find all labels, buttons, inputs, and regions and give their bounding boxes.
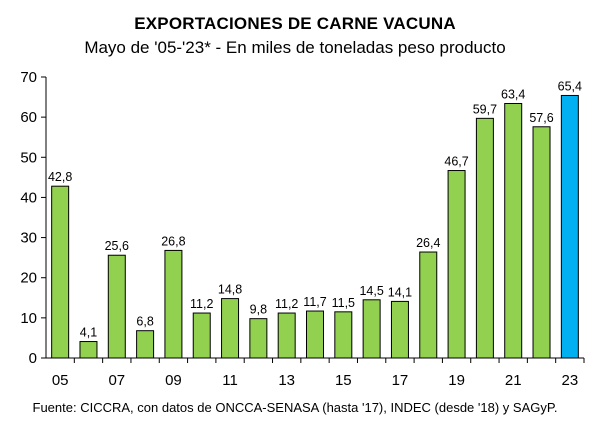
chart-subtitle: Mayo de '05-'23* - En miles de toneladas… <box>84 38 506 57</box>
bar <box>475 117 494 359</box>
x-tick-label: 17 <box>392 372 409 389</box>
y-tick-label: 60 <box>20 109 37 126</box>
bar <box>136 330 155 359</box>
bar <box>334 311 353 359</box>
data-label: 65,4 <box>558 79 582 93</box>
data-label: 14,1 <box>388 285 412 299</box>
x-tick-label: 07 <box>108 372 125 389</box>
bar <box>532 126 551 359</box>
x-tick-label: 05 <box>52 372 69 389</box>
y-tick-label: 20 <box>20 270 37 287</box>
data-label: 25,6 <box>105 239 129 253</box>
bar <box>164 249 183 359</box>
data-label: 11,5 <box>332 296 355 310</box>
y-tick-label: 70 <box>20 69 37 86</box>
data-label: 14,8 <box>218 283 242 297</box>
y-tick-label: 0 <box>29 350 37 367</box>
bar <box>192 312 211 359</box>
bar <box>447 170 466 359</box>
y-tick-label: 30 <box>20 230 37 247</box>
source-note: Fuente: CICCRA, con datos de ONCCA-SENAS… <box>32 400 558 415</box>
x-tick-label: 13 <box>278 372 295 389</box>
data-label: 26,4 <box>416 236 440 250</box>
bar <box>362 299 381 359</box>
data-label: 11,2 <box>190 297 213 311</box>
y-tick-label: 40 <box>20 189 37 206</box>
x-tick-label: 15 <box>335 372 352 389</box>
data-label: 57,6 <box>529 111 553 125</box>
data-label: 63,4 <box>501 87 525 101</box>
bar <box>390 300 409 359</box>
data-label: 42,8 <box>48 170 72 184</box>
data-label: 59,7 <box>473 102 497 116</box>
x-tick-label: 21 <box>505 372 522 389</box>
bar <box>249 318 268 359</box>
chart-title: EXPORTACIONES DE CARNE VACUNA <box>134 14 456 33</box>
data-label: 6,8 <box>136 315 153 329</box>
x-tick-label: 11 <box>222 372 238 389</box>
bar <box>107 254 126 359</box>
data-label: 4,1 <box>80 326 97 340</box>
x-tick-label: 23 <box>561 372 578 389</box>
bar <box>277 312 296 359</box>
bar <box>221 298 240 359</box>
bar <box>51 185 70 359</box>
bar <box>560 94 579 359</box>
bar <box>79 341 98 359</box>
x-tick-label: 09 <box>165 372 182 389</box>
data-label: 9,8 <box>250 303 267 317</box>
data-label: 11,7 <box>303 295 326 309</box>
y-tick-label: 10 <box>20 310 37 327</box>
data-label: 14,5 <box>359 284 383 298</box>
bar <box>504 102 523 359</box>
bar <box>419 251 438 359</box>
data-label: 46,7 <box>444 155 468 169</box>
data-label: 26,8 <box>161 234 185 248</box>
y-tick-label: 50 <box>20 149 37 166</box>
x-tick-label: 19 <box>448 372 465 389</box>
bar <box>306 310 324 359</box>
data-label: 11,2 <box>275 297 298 311</box>
